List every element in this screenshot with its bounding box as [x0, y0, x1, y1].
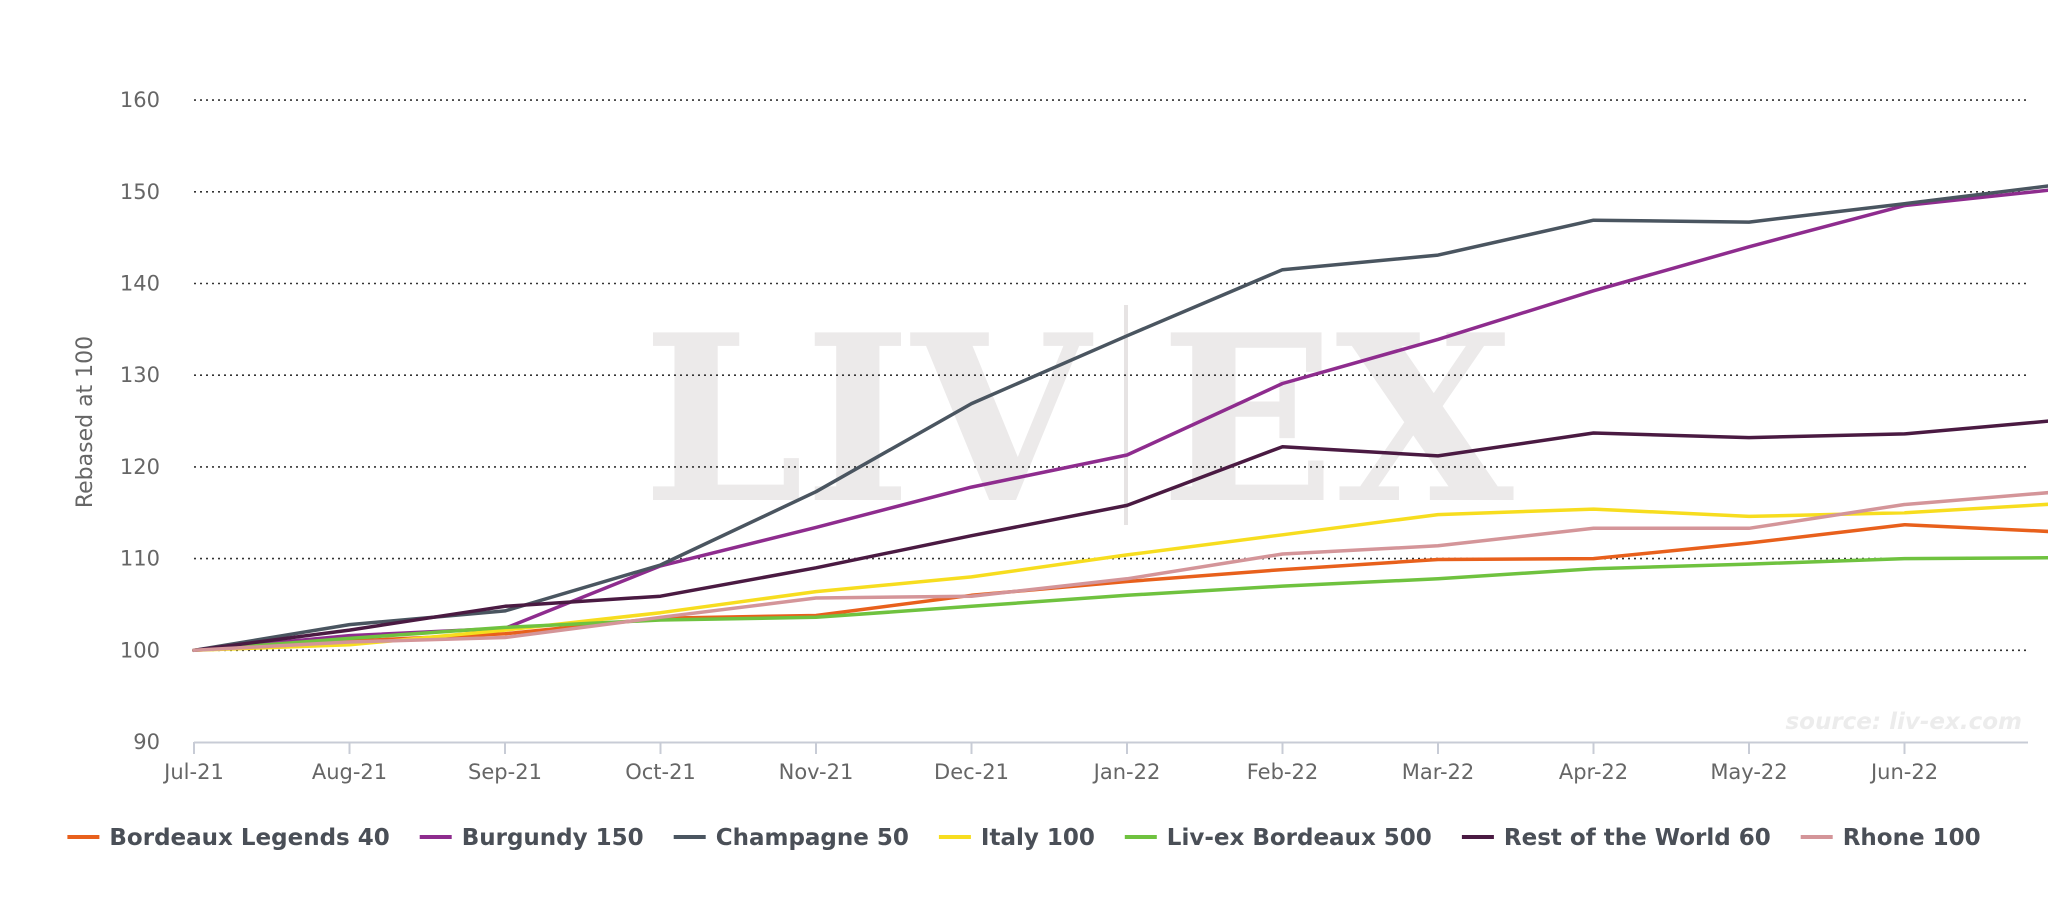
y-tick-label: 130 — [120, 363, 160, 387]
x-tick-label: Mar-22 — [1402, 760, 1475, 784]
y-tick-label: 110 — [120, 547, 160, 571]
x-tick-label: Jun-22 — [1869, 760, 1938, 784]
legend-label: Bordeaux Legends 40 — [109, 825, 389, 851]
legend-item-rest-of-the-world-60[interactable]: Rest of the World 60 — [1461, 825, 1771, 851]
x-tick-label: Sep-21 — [468, 760, 542, 784]
legend-label: Italy 100 — [981, 825, 1095, 851]
x-axis: Jul-21 Aug-21 Sep-21 Oct-21 Nov-21 Dec-21 Jan-… — [162, 741, 2028, 784]
y-axis-title: Rebased at 100 — [73, 336, 98, 508]
x-tick-label: Feb-22 — [1247, 760, 1318, 784]
legend-item-champagne-50[interactable]: Champagne 50 — [673, 825, 909, 851]
series-line-rhone-100 — [192, 490, 2048, 653]
x-tick-label: Oct-21 — [625, 760, 696, 784]
y-tick-label: 150 — [120, 180, 160, 204]
legend: Bordeaux Legends 40 Burgundy 150 Champagne… — [67, 825, 1981, 851]
watermark-right-text: EX — [1160, 285, 1514, 555]
series-line-rest-of-the-world-60 — [192, 419, 2048, 653]
legend-item-bordeaux-legends-40[interactable]: Bordeaux Legends 40 — [67, 825, 390, 851]
legend-item-burgundy-150[interactable]: Burgundy 150 — [419, 825, 644, 851]
series-line-italy-100 — [192, 502, 2048, 653]
y-tick-label: 140 — [120, 272, 160, 296]
legend-label: Champagne 50 — [716, 825, 909, 851]
legend-item-italy-100[interactable]: Italy 100 — [938, 825, 1095, 851]
y-tick-label: 90 — [133, 730, 160, 754]
x-tick-label: May-22 — [1710, 760, 1787, 784]
legend-label: Rhone 100 — [1843, 825, 1981, 851]
gridlines — [194, 99, 2028, 652]
series-line-champagne-50 — [192, 184, 2048, 653]
watermark-left-text: LIV — [642, 285, 1093, 555]
legend-item-liv-ex-bordeaux-500[interactable]: Liv-ex Bordeaux 500 — [1124, 825, 1432, 851]
series-lines — [192, 184, 2048, 653]
legend-label: Liv-ex Bordeaux 500 — [1167, 825, 1432, 851]
x-tick-label: Nov-21 — [779, 760, 854, 784]
watermark: LIV EX — [642, 285, 1514, 555]
series-line-liv-ex-bordeaux-500 — [192, 556, 2048, 653]
source-note: source: liv-ex.com — [1785, 709, 2022, 735]
x-tick-label: Apr-22 — [1559, 760, 1628, 784]
legend-label: Burgundy 150 — [462, 825, 644, 851]
y-tick-label: 160 — [120, 88, 160, 112]
x-tick-label: Dec-21 — [934, 760, 1009, 784]
series-line-bordeaux-legends-40 — [192, 522, 2048, 653]
legend-item-rhone-100[interactable]: Rhone 100 — [1800, 825, 1981, 851]
x-tick-label: Aug-21 — [312, 760, 387, 784]
legend-label: Rest of the World 60 — [1504, 825, 1771, 851]
y-tick-label: 100 — [120, 638, 160, 662]
x-tick-label: Jan-22 — [1092, 760, 1161, 784]
y-axis: 90 100 110 120 130 140 150 160 — [120, 88, 160, 754]
x-tick-label: Jul-21 — [162, 760, 224, 784]
y-tick-label: 120 — [120, 455, 160, 479]
